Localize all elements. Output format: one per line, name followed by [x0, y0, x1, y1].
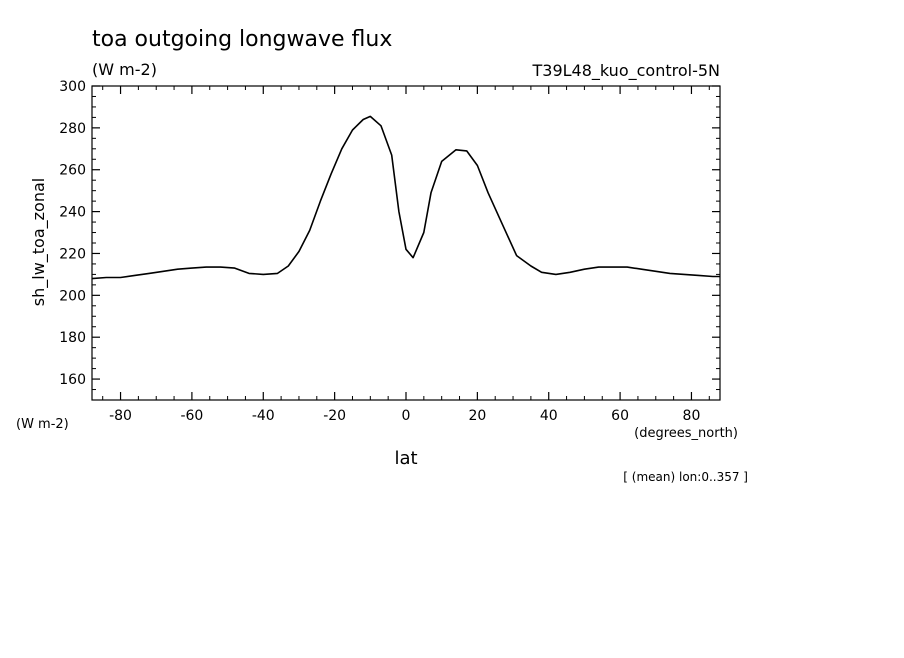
y-tick-label: 220 — [59, 246, 86, 262]
y-tick-label: 280 — [59, 121, 86, 137]
x-tick-label: -80 — [109, 408, 132, 424]
x-tick-label: 0 — [402, 408, 411, 424]
x-tick-label: 40 — [540, 408, 558, 424]
y-tick-label: 180 — [59, 330, 86, 346]
y-tick-label: 260 — [59, 163, 86, 179]
x-tick-label: 20 — [468, 408, 486, 424]
footnote: [ (mean) lon:0..357 ] — [623, 470, 748, 484]
y-tick-label: 300 — [59, 79, 86, 95]
x-tick-label: 80 — [683, 408, 701, 424]
y-tick-label: 240 — [59, 205, 86, 221]
run-label: T39L48_kuo_control-5N — [532, 61, 721, 81]
x-tick-label: -20 — [323, 408, 346, 424]
y-tick-label: 200 — [59, 288, 86, 304]
plot-frame — [91, 85, 721, 401]
chart-units: (W m-2) — [92, 60, 157, 79]
y-units-label: (W m-2) — [16, 417, 69, 432]
x-tick-label: -40 — [252, 408, 275, 424]
x-tick-label: -60 — [180, 408, 203, 424]
x-units-label: (degrees_north) — [634, 426, 738, 441]
plot-area: -80 -60 -40 -20 0 20 40 60 80 160 180 200 220 240 260 2… — [59, 79, 721, 424]
series-line-0 — [91, 115, 720, 280]
y-axis-title: sh_lw_toa_zonal — [29, 178, 49, 306]
chart-title: toa outgoing longwave flux — [92, 27, 392, 52]
y-tick-label: 160 — [59, 372, 86, 388]
x-axis-title: lat — [394, 448, 417, 469]
x-tick-label: 60 — [611, 408, 629, 424]
